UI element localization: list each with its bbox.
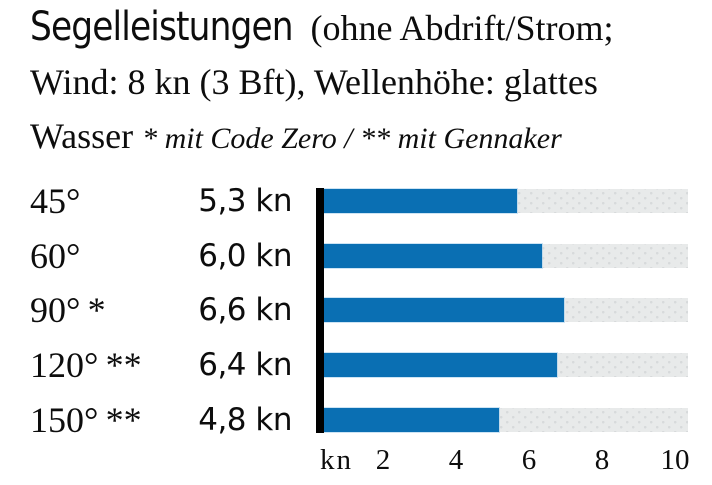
bar (324, 353, 557, 378)
title-subtext-3: Wasser (30, 116, 143, 156)
title-footnote-legend: * mit Code Zero / ** mit Gennaker (142, 122, 562, 155)
x-axis-tick: 2 (375, 444, 391, 476)
speed-label: 4,8 kn (198, 401, 292, 438)
bar-track (324, 243, 688, 268)
bar (324, 298, 565, 323)
speed-label: 6,6 kn (198, 292, 292, 329)
angle-label: 90° * (30, 290, 106, 331)
x-axis-tick: 8 (594, 444, 610, 476)
x-axis: kn 2 4 6 8 10 (310, 444, 690, 478)
x-axis-tick: 10 (660, 444, 690, 476)
angle-label: 120° ** (30, 345, 142, 386)
bar-chart: 45° 5,3 kn 60° 6,0 kn 90° * 6,6 kn 120° … (0, 174, 712, 447)
title-subtext-1: (ohne Abdrift/Strom; (301, 8, 614, 48)
speed-label: 5,3 kn (198, 183, 292, 220)
x-axis-tick: 6 (521, 444, 537, 476)
title-line-3: Wasser * mit Code Zero / ** mit Gennaker (30, 113, 700, 167)
x-axis-tick: 4 (448, 444, 464, 476)
x-axis-unit-label: kn (320, 444, 353, 476)
bar-track (324, 189, 688, 214)
angle-label: 60° (30, 235, 81, 276)
y-axis-line (316, 188, 324, 433)
angle-label: 45° (30, 181, 81, 222)
bar-track (324, 407, 688, 432)
bar (324, 407, 499, 432)
bar-track (324, 353, 688, 378)
chart-row: 90° * 6,6 kn (0, 283, 712, 338)
bar-track (324, 298, 688, 323)
bar (324, 243, 543, 268)
bar (324, 189, 517, 214)
chart-row: 60° 6,0 kn (0, 229, 712, 284)
chart-row: 150° ** 4,8 kn (0, 392, 712, 447)
speed-label: 6,0 kn (198, 237, 292, 274)
title-main-text: Segelleistungen (30, 4, 294, 50)
angle-label: 150° ** (30, 399, 142, 440)
speed-label: 6,4 kn (198, 347, 292, 384)
title-line-2: Wind: 8 kn (3 Bft), Wellenhöhe: glattes (30, 59, 700, 113)
title-line-1: Segelleistungen (ohne Abdrift/Strom; (30, 4, 700, 59)
chart-row: 120° ** 6,4 kn (0, 338, 712, 393)
chart-title: Segelleistungen (ohne Abdrift/Strom; Win… (30, 4, 700, 167)
title-subtext-2: Wind: 8 kn (3 Bft), Wellenhöhe: glattes (30, 62, 598, 102)
chart-row: 45° 5,3 kn (0, 174, 712, 229)
